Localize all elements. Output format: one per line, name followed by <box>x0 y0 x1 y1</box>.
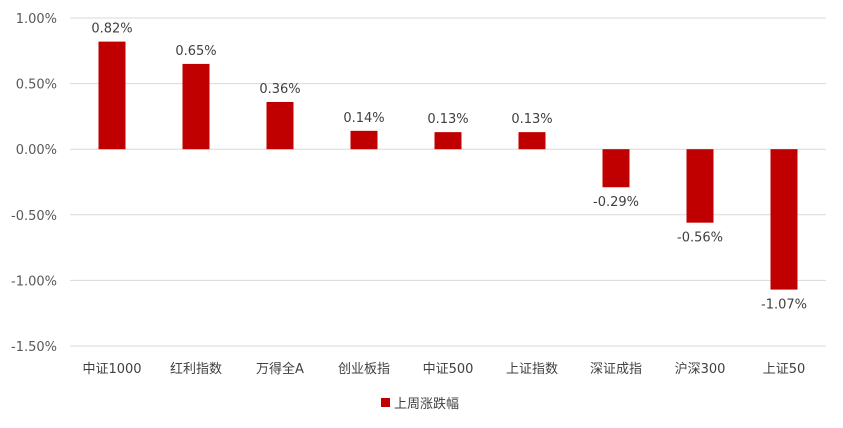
data-labels: 0.82% 0.65% 0.36% 0.14% 0.13% 0.13% -0.29% -0.5… <box>91 22 807 313</box>
x-category-label: 沪深300 <box>675 361 726 377</box>
bar <box>770 149 798 290</box>
x-category-label: 创业板指 <box>338 362 390 377</box>
y-axis-ticks: 1.00% 0.50% 0.00% -0.50% -1.00% -1.50% <box>11 12 57 355</box>
data-label: 0.82% <box>91 22 132 37</box>
bar <box>266 101 294 150</box>
y-tick-label: -1.50% <box>11 340 57 355</box>
x-category-label: 中证500 <box>423 362 474 377</box>
data-label: 0.13% <box>427 112 468 127</box>
bar <box>686 149 714 223</box>
legend-swatch <box>381 398 390 407</box>
data-label: -1.07% <box>761 298 807 313</box>
y-tick-label: 0.50% <box>16 78 57 93</box>
bars <box>98 41 798 290</box>
y-tick-label: 1.00% <box>16 12 57 27</box>
data-label: 0.13% <box>511 112 552 127</box>
data-label: -0.56% <box>677 231 723 246</box>
x-category-label: 上证指数 <box>506 362 558 377</box>
x-category-label: 中证1000 <box>82 362 141 377</box>
data-label: 0.36% <box>259 82 300 97</box>
x-category-label: 万得全A <box>256 361 304 377</box>
legend: 上周涨跌幅 <box>381 396 459 412</box>
x-axis-categories: 中证1000 红利指数 万得全A 创业板指 中证500 上证指数 深证成指 沪深300 上证50 <box>82 361 805 377</box>
x-category-label: 上证50 <box>763 362 806 377</box>
data-label: -0.29% <box>593 195 639 210</box>
x-category-label: 红利指数 <box>170 361 222 377</box>
bar <box>602 149 630 188</box>
bar <box>518 132 546 150</box>
bar <box>182 63 210 150</box>
bar <box>98 41 126 150</box>
data-label: 0.14% <box>343 111 384 126</box>
y-tick-label: 0.00% <box>16 143 57 158</box>
legend-label: 上周涨跌幅 <box>394 396 459 412</box>
bar <box>434 132 462 150</box>
x-category-label: 深证成指 <box>590 362 642 377</box>
y-tick-label: -1.00% <box>11 274 57 289</box>
data-label: 0.65% <box>175 44 216 59</box>
y-tick-label: -0.50% <box>11 209 57 224</box>
bar <box>350 130 378 150</box>
